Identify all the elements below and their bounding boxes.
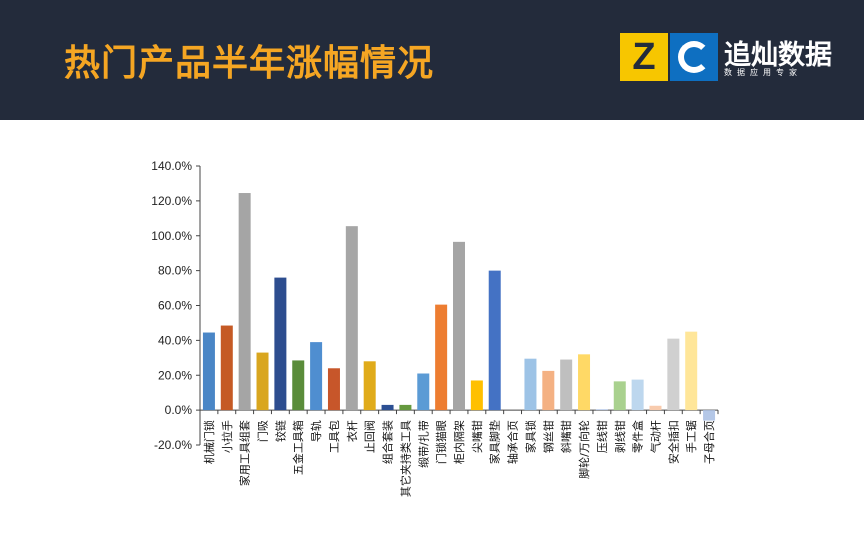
logo-brand-name: 追灿数据	[724, 40, 832, 71]
x-category-label: 手工锯	[684, 420, 698, 453]
bar	[345, 226, 358, 411]
bar	[542, 370, 555, 411]
bar	[667, 338, 680, 411]
x-category-label: 止回阀	[363, 420, 377, 453]
y-tick-label: 100.0%	[151, 229, 192, 243]
logo-z-icon: Z	[620, 33, 668, 81]
x-category-label: 家具锁	[523, 420, 537, 453]
x-category-label: 组合套装	[381, 420, 395, 464]
bar	[327, 368, 340, 411]
bar	[292, 360, 305, 411]
bar	[417, 373, 430, 411]
bar	[238, 193, 251, 411]
bar	[578, 354, 591, 411]
x-category-label: 门吸	[256, 420, 270, 442]
x-category-label: 剥线钳	[613, 420, 627, 453]
x-category-label: 压线钳	[595, 420, 609, 453]
y-tick-label: -20.0%	[154, 438, 192, 452]
bar	[220, 325, 233, 411]
bar	[488, 270, 501, 411]
x-category-label: 小拉手	[220, 420, 234, 453]
brand-logo: Z 追灿数据 数据应用专家	[620, 33, 840, 89]
bar	[613, 381, 626, 411]
x-category-label: 斜嘴钳	[560, 420, 573, 453]
logo-slogan: 数据应用专家	[724, 68, 802, 77]
bar	[631, 379, 644, 411]
bar	[202, 332, 215, 411]
y-tick-label: 120.0%	[151, 194, 192, 208]
x-category-label: 子母合页	[702, 420, 716, 464]
bar	[703, 410, 716, 421]
x-category-label: 零件盒	[631, 420, 645, 453]
bar	[310, 342, 323, 411]
x-category-label: 工具包	[328, 420, 341, 453]
page-title: 热门产品半年涨幅情况	[64, 43, 435, 84]
x-category-label: 其它夹持类工具	[398, 420, 412, 497]
bar	[595, 409, 608, 411]
x-category-label: 安全插扣	[666, 420, 680, 464]
logo-c-icon	[670, 33, 718, 81]
y-tick-label: 60.0%	[158, 299, 192, 313]
bar	[649, 405, 662, 411]
y-tick-label: 20.0%	[158, 368, 192, 382]
header-bar: 热门产品半年涨幅情况 Z 追灿数据 数据应用专家	[0, 0, 864, 120]
x-category-label: 尖嘴钳	[471, 420, 484, 453]
bar	[363, 361, 376, 411]
x-category-label: 脚轮/万向轮	[577, 420, 591, 479]
bar	[256, 352, 269, 411]
bar	[381, 404, 394, 411]
x-category-label: 导轨	[309, 420, 323, 442]
y-tick-label: 80.0%	[158, 264, 192, 278]
bar	[524, 358, 537, 411]
x-category-label: 铰链	[273, 420, 287, 442]
x-category-label: 柜内隔架	[452, 420, 466, 464]
x-category-label: 家用工具组套	[238, 420, 252, 486]
bar	[470, 380, 483, 411]
x-category-label: 轴承合页	[506, 420, 520, 464]
y-tick-label: 140.0%	[151, 159, 192, 173]
x-category-label: 家具脚垫	[488, 420, 502, 464]
bar	[685, 331, 698, 411]
bar	[560, 359, 573, 411]
x-category-label: 衣杆	[345, 420, 359, 442]
bar	[453, 241, 465, 411]
y-tick-label: 40.0%	[158, 333, 192, 347]
x-category-label: 门锁猫眼	[434, 420, 448, 464]
y-tick-label: 0.0%	[165, 403, 193, 417]
x-category-label: 五金工具箱	[291, 420, 305, 475]
bar	[435, 304, 448, 411]
bar	[274, 277, 287, 411]
x-category-label: 气动杆	[648, 420, 662, 453]
bar-chart: -20.0% 0.0% 20.0% 40.0% 60.0% 80.0% 100.0% 120.…	[151, 159, 719, 497]
x-category-label: 机械门锁	[202, 420, 216, 464]
x-category-label: 钢丝钳	[542, 420, 555, 453]
bar	[399, 404, 412, 411]
x-category-label: 缎带/扎带	[416, 420, 430, 468]
